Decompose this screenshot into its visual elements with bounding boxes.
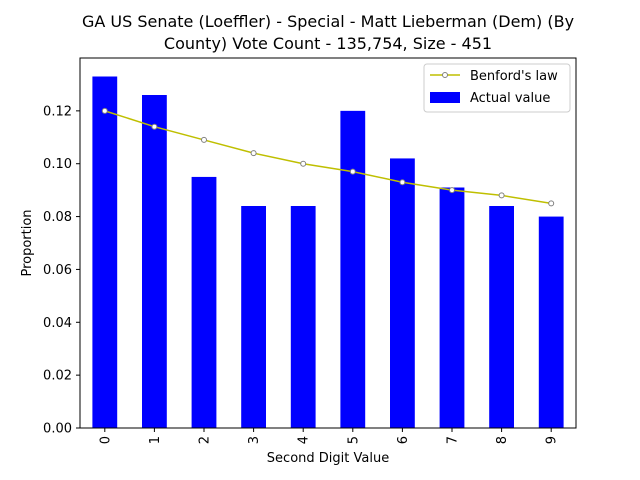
- chart-title-line2: County) Vote Count - 135,754, Size - 451: [164, 34, 492, 53]
- benford-point-digit-4: [300, 160, 307, 167]
- benford-point-digit-5: [349, 168, 356, 175]
- benford-line: [104, 110, 552, 205]
- legend-benford-marker: [442, 72, 448, 78]
- x-tick-label: 9: [545, 436, 560, 444]
- plot-frame: [79, 57, 577, 429]
- y-tick-label: 0.06: [43, 263, 72, 278]
- x-tick-label: 8: [495, 436, 510, 444]
- x-tick-label: 2: [198, 436, 213, 444]
- x-tick-label: 0: [98, 436, 113, 444]
- legend-actual-swatch: [430, 92, 460, 103]
- x-tick-label: 5: [346, 436, 361, 444]
- bar-digit-3: [241, 206, 266, 428]
- legend-box: [423, 63, 571, 113]
- y-tick-label: 0.04: [43, 316, 72, 331]
- y-axis: 0.00 0.02 0.04 0.06 0.08 0.10 0.12: [43, 104, 80, 437]
- benford-point-digit-3: [250, 150, 257, 157]
- y-tick-label: 0.08: [43, 210, 72, 225]
- x-axis-label: Second Digit Value: [267, 451, 389, 466]
- x-tick-label: 3: [247, 436, 262, 444]
- bar-series: [92, 76, 564, 428]
- legend: Benford's law Actual value: [423, 63, 571, 113]
- x-tick-label: 7: [446, 436, 461, 444]
- bar-digit-2: [191, 176, 217, 428]
- x-tick-label: 1: [148, 436, 163, 444]
- benford-point-digit-7: [449, 187, 455, 194]
- benford-line-series: [101, 107, 555, 207]
- chart-title-line1: GA US Senate (Loeffler) - Special - Matt…: [82, 12, 574, 31]
- bar-digit-6: [390, 158, 415, 428]
- benford-point-digit-8: [498, 192, 505, 199]
- benford-point-digit-6: [399, 179, 406, 186]
- legend-actual-label: Actual value: [470, 91, 550, 106]
- x-axis: 0 1 2 3 4 5 6 7 8 9: [98, 428, 560, 444]
- bar-digit-7: [439, 187, 465, 428]
- bar-digit-8: [489, 206, 514, 428]
- bar-digit-5: [340, 110, 366, 428]
- benford-point-digit-0: [101, 107, 108, 114]
- y-tick-label: 0.00: [43, 422, 72, 437]
- benford-point-digit-2: [201, 136, 207, 143]
- y-axis-label: Proportion: [20, 209, 35, 276]
- x-tick-label: 6: [396, 436, 411, 444]
- bar-digit-1: [142, 95, 167, 428]
- x-tick-label: 4: [297, 436, 312, 444]
- y-tick-label: 0.10: [43, 157, 72, 172]
- bar-digit-4: [290, 206, 316, 428]
- bar-digit-9: [538, 216, 564, 428]
- bar-digit-0: [92, 76, 118, 428]
- legend-benford-label: Benford's law: [470, 69, 558, 84]
- benford-point-digit-9: [548, 200, 555, 207]
- benford-point-digit-1: [151, 123, 158, 130]
- y-tick-label: 0.12: [43, 104, 72, 119]
- y-tick-label: 0.02: [43, 369, 72, 384]
